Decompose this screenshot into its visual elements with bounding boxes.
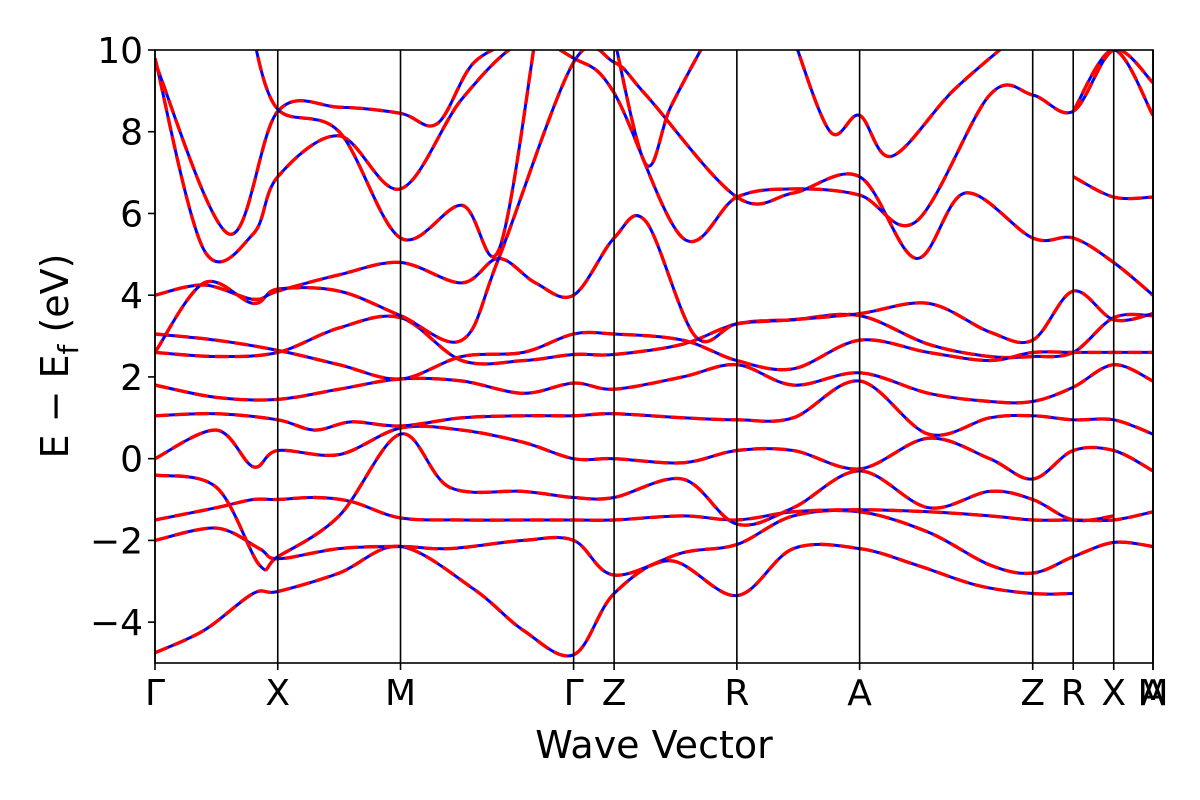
x-tick-label-10: M — [1137, 673, 1168, 714]
y-axis-label-main: E − E — [33, 354, 77, 458]
band-15-blue — [796, 50, 1003, 158]
x-tick-label-3: Γ — [564, 673, 584, 714]
series-layer — [155, 50, 1153, 658]
y-axis-label: E − Ef (eV) — [33, 254, 85, 459]
x-tick-label-6: A — [847, 673, 872, 714]
band-6 — [155, 362, 1153, 405]
y-tick-label-5: 6 — [120, 194, 143, 235]
x-axis-label: Wave Vector — [535, 723, 773, 767]
y-tick-label-2: 0 — [120, 440, 143, 481]
band-15 — [795, 50, 1003, 159]
band-14 — [615, 50, 703, 168]
x-tick-label-7: Z — [1020, 673, 1045, 714]
x-tick-label-5: R — [724, 673, 749, 714]
y-tick-label-4: 4 — [120, 276, 143, 317]
band-4 — [155, 424, 1153, 481]
y-tick-label-3: 2 — [120, 358, 143, 399]
y-tick-label-0: −4 — [90, 603, 143, 644]
band-8 — [155, 330, 1153, 381]
band-13 — [254, 50, 536, 259]
band-3-blue — [155, 432, 1114, 572]
band-1 — [155, 508, 1153, 577]
x-tick-label-2: M — [385, 673, 416, 714]
y-tick-label-1: −2 — [90, 521, 143, 562]
band-10-blue — [155, 50, 1153, 354]
y-tick-label-7: 10 — [97, 31, 143, 72]
band-13-blue — [254, 50, 536, 259]
y-axis: −4 −2 0 2 4 6 8 10 — [90, 31, 155, 644]
plot-frame — [154, 49, 1154, 664]
band-3 — [155, 432, 1114, 572]
x-tick-label-4: Z — [602, 673, 627, 714]
band-17 — [1071, 50, 1153, 117]
band-2 — [155, 495, 1153, 523]
x-tick-label-0: Γ — [145, 673, 165, 714]
band-9 — [155, 213, 1153, 345]
band-12 — [155, 50, 497, 236]
band-5 — [155, 379, 1153, 437]
band-10 — [155, 50, 1153, 354]
band-11 — [155, 50, 1153, 264]
x-tick-label-1: X — [265, 673, 290, 714]
band-4-blue — [155, 424, 1153, 481]
y-axis-label-subscript: f — [52, 343, 85, 354]
x-axis: Γ X M Γ Z R A Z R X MA — [145, 663, 1169, 714]
y-axis-label-unit: (eV) — [33, 254, 77, 345]
y-tick-label-6: 8 — [120, 113, 143, 154]
x-tick-label-9: X — [1101, 673, 1126, 714]
x-tick-label-11: A — [1141, 673, 1166, 714]
x-tick-label-8: R — [1061, 673, 1086, 714]
